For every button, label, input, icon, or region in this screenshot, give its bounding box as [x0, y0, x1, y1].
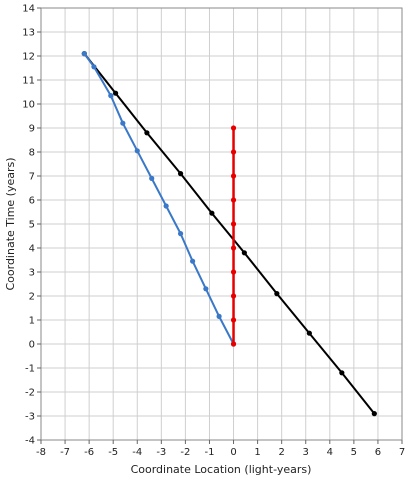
- data-point: [203, 286, 209, 292]
- y-tick-label: 0: [29, 340, 35, 351]
- y-tick-label: 6: [29, 196, 35, 207]
- data-point: [339, 370, 345, 376]
- y-tick-label: 5: [29, 220, 35, 231]
- y-tick-label: 10: [22, 100, 35, 111]
- y-tick-label: 2: [29, 292, 35, 303]
- data-point: [241, 250, 247, 256]
- data-point: [149, 175, 155, 181]
- data-point: [230, 221, 237, 227]
- x-tick-label: 7: [399, 447, 405, 458]
- y-tick-label: -2: [25, 388, 35, 399]
- y-tick-label: -4: [25, 436, 35, 447]
- blue-worldline: [81, 51, 237, 347]
- data-point: [306, 330, 312, 336]
- data-point: [113, 90, 119, 96]
- y-tick-label: 13: [22, 28, 35, 39]
- y-tick-label: 11: [22, 76, 35, 87]
- x-tick-label: -3: [156, 447, 166, 458]
- y-tick-label: 9: [29, 124, 35, 135]
- black-worldline: [81, 51, 377, 417]
- y-tick-label: 4: [29, 244, 35, 255]
- data-point: [144, 130, 150, 136]
- y-tick-label: -3: [25, 412, 35, 423]
- x-tick-label: 4: [327, 447, 333, 458]
- y-tick-label: 1: [29, 316, 35, 327]
- data-point: [274, 291, 280, 297]
- data-point: [163, 203, 169, 209]
- x-tick-label: -8: [36, 447, 46, 458]
- x-tick-label: -1: [204, 447, 214, 458]
- x-tick-label: 0: [230, 447, 236, 458]
- x-tick-label: -5: [108, 447, 118, 458]
- data-point: [91, 64, 97, 70]
- y-tick-label: 7: [29, 172, 35, 183]
- data-point: [209, 210, 215, 216]
- x-tick-label: -7: [60, 447, 70, 458]
- data-point: [81, 51, 87, 57]
- data-point: [177, 231, 184, 237]
- data-point: [230, 125, 237, 131]
- data-point: [230, 245, 237, 251]
- x-tick-label: 2: [278, 447, 284, 458]
- data-point: [230, 173, 237, 179]
- x-tick-label: 3: [303, 447, 309, 458]
- y-tick-label: 8: [29, 148, 35, 159]
- data-point: [230, 293, 237, 299]
- data-point: [230, 197, 237, 203]
- series-layer: [81, 51, 377, 417]
- data-point: [120, 120, 126, 126]
- x-tick-label: -6: [84, 447, 94, 458]
- y-tick-label: 12: [22, 52, 35, 63]
- data-point: [230, 341, 237, 347]
- x-tick-label: 6: [375, 447, 381, 458]
- data-point: [134, 148, 140, 154]
- data-point: [216, 313, 222, 319]
- y-axis-title: Coordinate Time (years): [4, 157, 17, 290]
- red-worldline: [230, 125, 237, 347]
- data-point: [230, 269, 237, 275]
- series-line: [83, 53, 235, 345]
- y-tick-label: 3: [29, 268, 35, 279]
- series-line: [83, 52, 376, 415]
- grid-lines: [40, 7, 403, 441]
- data-point: [230, 149, 237, 155]
- data-point: [371, 411, 377, 417]
- data-point: [177, 171, 184, 177]
- x-tick-label: 1: [254, 447, 260, 458]
- data-point: [190, 258, 196, 264]
- x-tick-label: -2: [180, 447, 190, 458]
- y-tick-label: -1: [25, 364, 35, 375]
- x-tick-label: 5: [351, 447, 357, 458]
- data-point: [230, 317, 237, 323]
- x-tick-labels: -8 -7 -6 -5 -4 -3 -2 -1 0 1 2 3 4 5 6 7: [36, 440, 405, 458]
- y-tick-label: 14: [22, 4, 35, 15]
- x-tick-label: -4: [132, 447, 142, 458]
- data-point: [108, 93, 114, 99]
- x-axis-title: Coordinate Location (light-years): [131, 463, 312, 476]
